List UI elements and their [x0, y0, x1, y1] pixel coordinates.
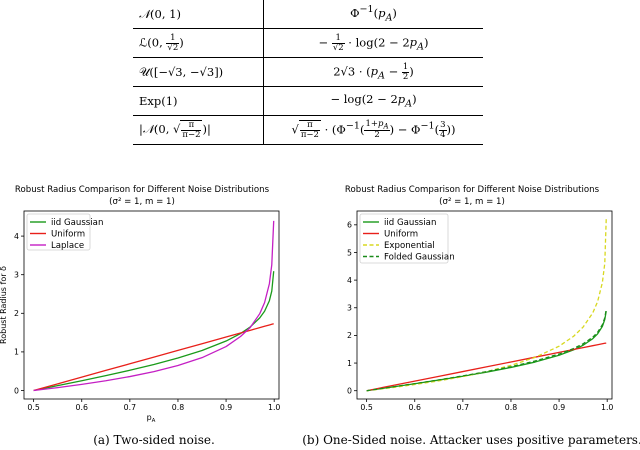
- x-tick-label: 1.0: [601, 403, 613, 412]
- table-row: ℒ(0, 1 √2) − 1 √2 · log(2 − 2pA): [133, 28, 483, 58]
- series-line-iid-gaussian: [33, 271, 275, 392]
- y-tick-label: 6: [347, 221, 352, 230]
- x-tick-label: 0.9: [553, 403, 565, 412]
- y-axis-label: Robust Radius for δ: [0, 266, 8, 344]
- x-tick-label: 0.7: [457, 403, 469, 412]
- x-tick-label: 0.6: [409, 403, 421, 412]
- chart-two-sided: Robust Radius Comparison for Different N…: [0, 185, 280, 424]
- axis-ticks: 0.5 0.6 0.7 0.8 0.9 1.0 0 1 2 3 4: [14, 232, 280, 412]
- table-row: 𝒰([−√3, −√3]) 2√3 · (pA − 1 2): [133, 57, 483, 87]
- y-tick-label: 4: [347, 276, 352, 285]
- table-row: Exp(1) − log(2 − 2pA): [133, 86, 483, 116]
- inverse-cdf-cell: √ π π−2 · (Φ−1(1+pA 2) − Φ−1(3 4)): [263, 115, 483, 145]
- series-line-uniform: [366, 342, 607, 392]
- y-tick-label: 3: [14, 270, 19, 279]
- y-tick-label: 0: [347, 387, 352, 396]
- x-tick-label: 1.0: [268, 403, 280, 412]
- series-line-uniform: [33, 323, 274, 392]
- distribution-cell: Exp(1): [133, 86, 264, 116]
- distribution-cell: 𝒩(0, 1): [133, 0, 264, 29]
- x-tick-label: 0.6: [76, 403, 88, 412]
- x-tick-label: 0.9: [220, 403, 232, 412]
- y-tick-label: 5: [347, 248, 352, 257]
- series-line-iid-gaussian: [366, 311, 607, 392]
- chart-title: Robust Radius Comparison for Different N…: [345, 185, 600, 195]
- series-line-folded-gaussian: [366, 309, 607, 392]
- distribution-cell: ℒ(0, 1 √2): [133, 28, 264, 58]
- series-lines: [33, 220, 275, 392]
- table-row: |𝒩(0, √ π π−2)| √ π π−2 · (Φ−1(1+pA 2) − Φ−1(…: [133, 115, 483, 145]
- legend-box: [359, 213, 449, 264]
- x-tick-label: 0.8: [505, 403, 517, 412]
- distribution-cell: |𝒩(0, √ π π−2)|: [133, 115, 264, 145]
- inverse-cdf-cell: − log(2 − 2pA): [263, 86, 483, 116]
- x-axis-label: pA: [147, 413, 156, 424]
- y-tick-label: 2: [14, 309, 19, 318]
- series-lines: [366, 218, 607, 392]
- legend-entry: Uniform: [51, 230, 85, 240]
- noise-distribution-table: 𝒩(0, 1) Φ−1(pA) ℒ(0, 1 √2) − 1 √2 · log(2 …: [133, 0, 483, 145]
- series-line-exponential: [366, 218, 607, 392]
- legend-entry: iid Gaussian: [384, 218, 436, 228]
- y-tick-label: 4: [14, 232, 19, 241]
- legend-entry: Laplace: [51, 241, 84, 251]
- x-tick-label: 0.5: [360, 403, 372, 412]
- table-row: 𝒩(0, 1) Φ−1(pA): [133, 0, 483, 29]
- y-tick-label: 3: [347, 304, 352, 313]
- chart-one-sided: Robust Radius Comparison for Different N…: [345, 185, 614, 412]
- inverse-cdf-cell: 2√3 · (pA − 1 2): [263, 57, 483, 87]
- series-line-laplace: [33, 220, 275, 392]
- caption-right: (b) One-Sided noise. Attacker uses posit…: [302, 433, 640, 447]
- legend-box: [26, 213, 91, 251]
- legend-entry: Folded Gaussian: [384, 253, 455, 263]
- legend-entry: Uniform: [384, 230, 418, 240]
- y-tick-label: 1: [347, 359, 352, 368]
- chart-title: Robust Radius Comparison for Different N…: [15, 185, 270, 195]
- chart-subtitle: (σ² = 1, m = 1): [439, 197, 505, 207]
- plot-frame: [23, 210, 280, 400]
- axis-ticks: 0.5 0.6 0.7 0.8 0.9 1.0 0 1 2 3 4 5 6: [347, 221, 613, 412]
- y-tick-label: 2: [347, 331, 352, 340]
- legend-entry: iid Gaussian: [51, 218, 103, 228]
- y-tick-label: 0: [14, 386, 19, 395]
- y-tick-label: 1: [14, 348, 19, 357]
- inverse-cdf-cell: Φ−1(pA): [263, 0, 483, 29]
- x-tick-label: 0.7: [124, 403, 136, 412]
- plot-frame: [356, 210, 613, 400]
- legend-entry: Exponential: [384, 241, 435, 251]
- x-tick-label: 0.8: [172, 403, 184, 412]
- x-tick-label: 0.5: [27, 403, 39, 412]
- caption-left: (a) Two-sided noise.: [93, 433, 215, 447]
- chart-subtitle: (σ² = 1, m = 1): [109, 197, 175, 207]
- inverse-cdf-cell: − 1 √2 · log(2 − 2pA): [263, 28, 483, 58]
- distribution-cell: 𝒰([−√3, −√3]): [133, 57, 264, 87]
